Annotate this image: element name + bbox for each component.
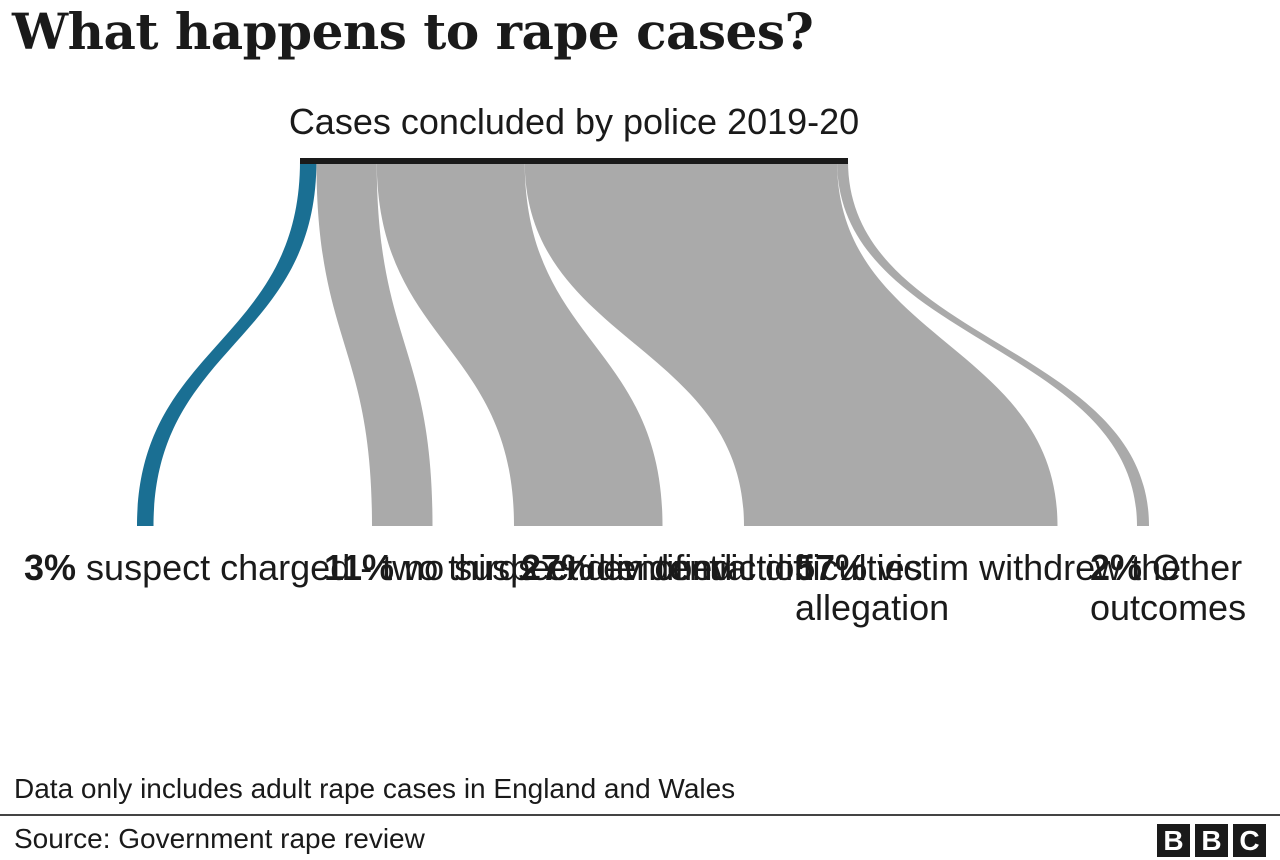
outcome-text: no suspect identified [404, 547, 733, 588]
outcome-text: victim withdrew the allegation [795, 547, 1182, 628]
outcome-text: suspect charged - two thirds end in conv… [86, 547, 815, 588]
outcome-label-evidential: 27% evidential difficulties [521, 548, 923, 588]
chart-subtitle: Cases concluded by police 2019-20 [288, 101, 860, 142]
footer-divider [0, 814, 1280, 816]
outcome-pct: 2% [1090, 547, 1143, 588]
outcome-label-charged: 3% suspect charged - two thirds end in c… [24, 548, 814, 588]
bbc-logo: B B C [1157, 824, 1266, 857]
flow-withdrew [524, 161, 1058, 526]
footnote: Data only includes adult rape cases in E… [14, 773, 736, 804]
outcome-label-no-suspect: 11% no suspect identified [324, 548, 732, 588]
outcome-label-withdrew: 57% victim withdrew the allegation [795, 548, 1280, 628]
logo-letter: C [1233, 824, 1266, 857]
sankey-chart [137, 158, 1149, 526]
chart-title: What happens to rape cases? [12, 2, 814, 61]
outcome-text: Other outcomes [1090, 547, 1247, 628]
outcome-pct: 11% [324, 547, 395, 588]
logo-letter: B [1157, 824, 1190, 857]
outcome-pct: 57% [795, 547, 868, 588]
flow-evidential [376, 161, 663, 526]
flow-other [837, 161, 1149, 526]
outcome-label-other: 2% Other outcomes [1090, 548, 1280, 628]
flow-no-suspect [316, 161, 433, 526]
outcome-pct: 3% [24, 547, 77, 588]
source-note: Source: Government rape review [14, 823, 425, 854]
source-bar [300, 158, 848, 164]
outcome-pct: 27% [521, 547, 594, 588]
outcome-text: evidential difficulties [603, 547, 923, 588]
flow-charged [137, 161, 317, 526]
logo-letter: B [1195, 824, 1228, 857]
